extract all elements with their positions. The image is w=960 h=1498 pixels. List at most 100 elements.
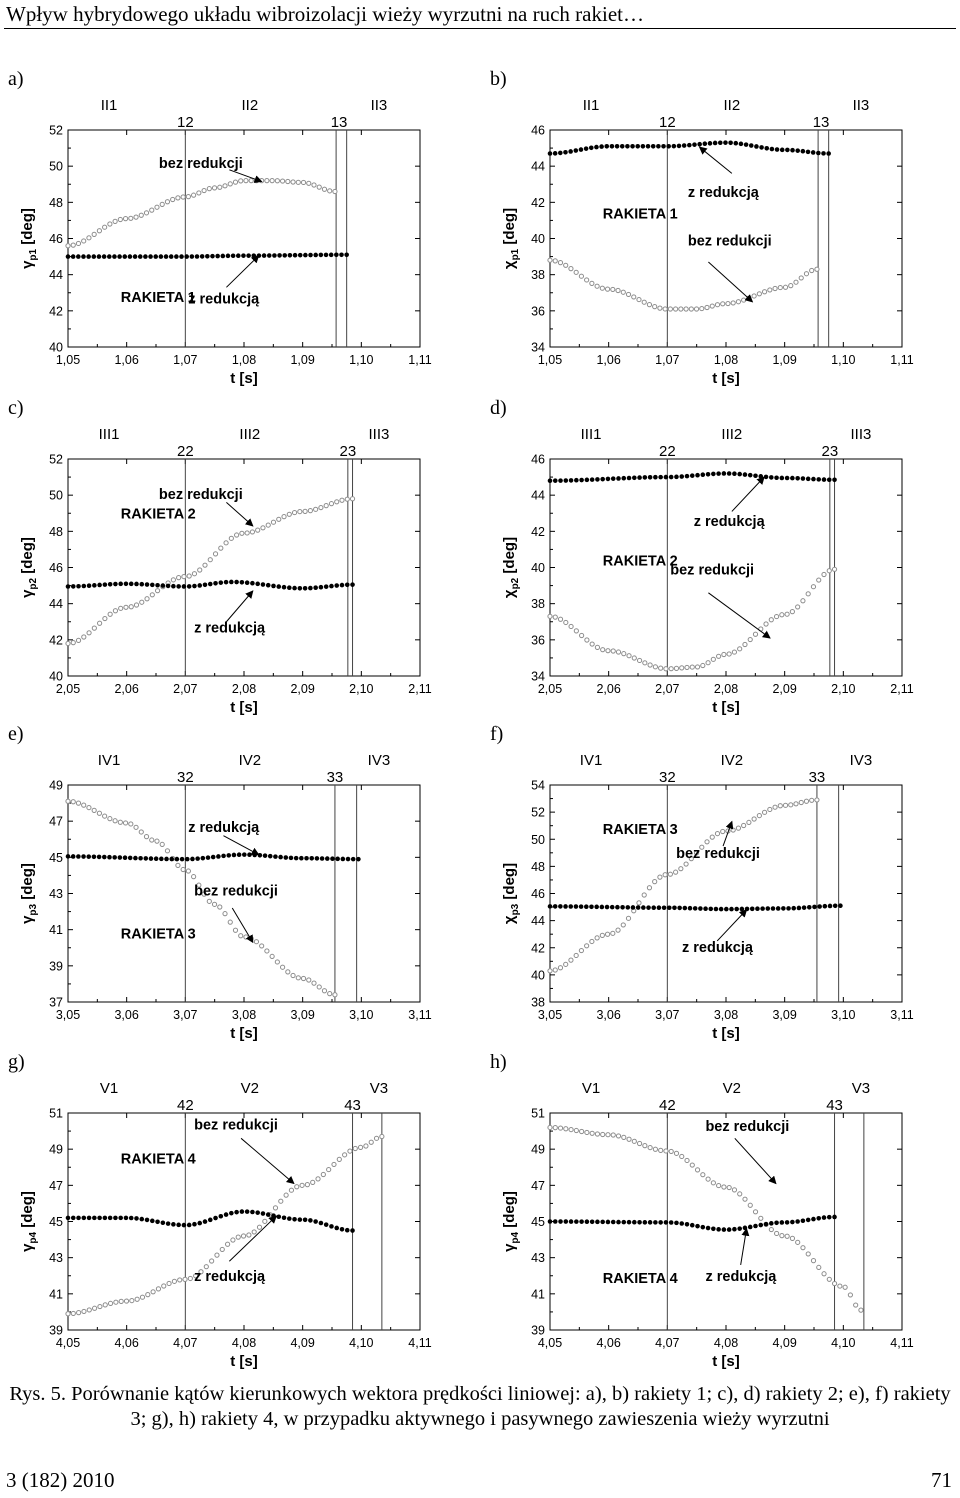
data-point-open bbox=[201, 891, 207, 897]
data-point-filled bbox=[81, 854, 86, 859]
y-tick-label: 44 bbox=[531, 489, 545, 503]
annotation-label: z redukcją bbox=[194, 1269, 266, 1285]
data-point-open bbox=[379, 1133, 385, 1140]
data-point-filled bbox=[251, 253, 257, 258]
data-point-filled bbox=[589, 904, 594, 910]
y-tick-label: 41 bbox=[49, 1287, 63, 1301]
data-point-open bbox=[255, 527, 261, 533]
data-point-open bbox=[342, 1152, 348, 1158]
data-point-open bbox=[625, 915, 632, 921]
data-point-filled bbox=[122, 254, 128, 259]
data-point-open bbox=[170, 577, 176, 583]
data-point-filled bbox=[139, 581, 145, 587]
data-point-open bbox=[150, 1289, 156, 1295]
data-point-filled bbox=[117, 254, 122, 259]
y-tick-label: 50 bbox=[49, 489, 63, 503]
data-point-open bbox=[805, 1251, 811, 1257]
data-point-open bbox=[274, 178, 280, 184]
data-point-filled bbox=[148, 254, 153, 259]
data-point-filled bbox=[811, 1216, 816, 1222]
data-point-open bbox=[291, 509, 298, 516]
data-point-filled bbox=[308, 585, 313, 591]
data-point-filled bbox=[313, 585, 318, 590]
annotation-label: bez redukcji bbox=[194, 1117, 278, 1133]
data-point-filled bbox=[677, 905, 682, 911]
y-axis-subscript: p2 bbox=[28, 577, 39, 589]
data-point-open bbox=[557, 1125, 564, 1131]
y-tick-label: 34 bbox=[531, 670, 545, 684]
data-point-open bbox=[206, 898, 212, 904]
data-point-open bbox=[714, 302, 721, 308]
data-point-open bbox=[662, 306, 668, 312]
data-point-open bbox=[683, 861, 689, 867]
data-point-open bbox=[684, 1157, 690, 1164]
rocket-label: RAKIETA 2 bbox=[121, 507, 196, 523]
data-point-open bbox=[334, 499, 340, 505]
annotation-label: z redukcją bbox=[188, 820, 260, 836]
x-tick-label: 2,05 bbox=[538, 682, 562, 696]
data-point-filled bbox=[732, 471, 737, 477]
data-point-filled bbox=[626, 475, 632, 481]
running-header: Wpływ hybrydowego układu wibroizolacji w… bbox=[6, 2, 644, 26]
data-point-filled bbox=[76, 254, 81, 259]
data-point-filled bbox=[65, 254, 71, 259]
data-point-filled bbox=[133, 855, 138, 861]
data-point-filled bbox=[250, 1209, 255, 1215]
data-point-filled bbox=[304, 855, 309, 861]
data-point-filled bbox=[795, 1219, 800, 1224]
data-point-open bbox=[75, 637, 82, 643]
data-point-filled bbox=[637, 1219, 642, 1225]
data-point-filled bbox=[635, 143, 641, 149]
data-point-open bbox=[209, 1258, 215, 1264]
data-point-open bbox=[143, 210, 150, 216]
data-point-filled bbox=[568, 149, 573, 154]
data-point-filled bbox=[558, 478, 563, 483]
data-point-open bbox=[154, 204, 160, 210]
data-point-open bbox=[746, 819, 752, 826]
data-point-filled bbox=[143, 856, 149, 861]
data-point-filled bbox=[595, 477, 600, 482]
series-z-redukcj bbox=[65, 852, 361, 862]
data-point-filled bbox=[255, 1210, 260, 1215]
x-tick-label: 3,08 bbox=[232, 1008, 256, 1022]
data-point-filled bbox=[197, 1220, 203, 1226]
data-point-open bbox=[568, 1126, 574, 1133]
data-point-open bbox=[260, 525, 266, 531]
data-point-filled bbox=[86, 854, 92, 859]
data-point-filled bbox=[318, 584, 324, 590]
data-point-filled bbox=[795, 148, 801, 153]
data-point-filled bbox=[663, 1220, 669, 1225]
data-point-filled bbox=[101, 254, 107, 259]
x-tick-label: 4,07 bbox=[173, 1336, 197, 1350]
data-point-filled bbox=[600, 476, 605, 482]
data-point-filled bbox=[134, 1216, 139, 1221]
stage-boundary-label: 33 bbox=[809, 769, 826, 786]
data-point-open bbox=[149, 837, 155, 843]
y-tick-label: 46 bbox=[531, 887, 545, 901]
data-point-open bbox=[579, 1128, 585, 1135]
data-point-filled bbox=[698, 906, 703, 911]
data-point-open bbox=[552, 258, 558, 264]
data-point-filled bbox=[663, 474, 669, 480]
data-point-filled bbox=[703, 906, 708, 912]
data-point-filled bbox=[107, 854, 112, 860]
data-point-open bbox=[589, 280, 595, 286]
data-point-open bbox=[65, 640, 71, 647]
data-point-filled bbox=[190, 856, 195, 862]
data-point-filled bbox=[107, 581, 113, 587]
stage-label: V1 bbox=[100, 1080, 118, 1097]
data-point-open bbox=[789, 609, 795, 615]
data-point-open bbox=[673, 869, 679, 875]
data-point-filled bbox=[579, 1219, 584, 1224]
data-point-open bbox=[793, 279, 799, 285]
data-point-open bbox=[235, 1234, 241, 1240]
data-point-open bbox=[228, 535, 234, 541]
data-point-filled bbox=[329, 583, 334, 589]
y-tick-label: 45 bbox=[49, 1215, 63, 1229]
data-point-open bbox=[81, 1308, 87, 1315]
data-point-filled bbox=[250, 580, 255, 586]
data-point-filled bbox=[682, 905, 688, 911]
data-point-filled bbox=[97, 582, 102, 588]
data-point-open bbox=[187, 1275, 193, 1282]
data-point-open bbox=[278, 1198, 284, 1204]
